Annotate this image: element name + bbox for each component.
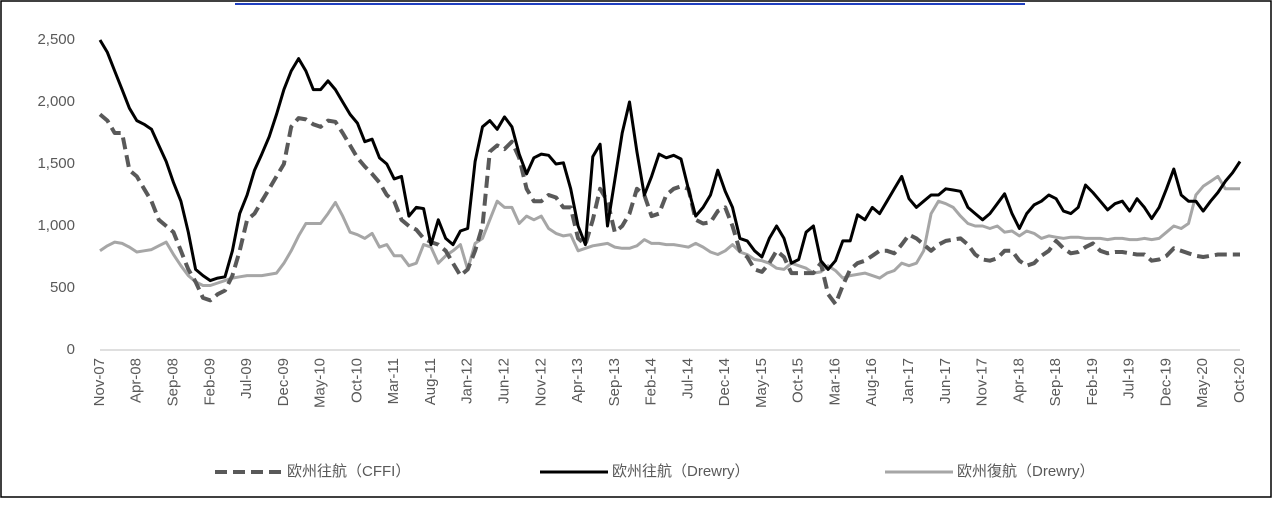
x-tick-label: Jun-12 — [495, 358, 512, 404]
legend-label: 欧州往航（CFFI） — [287, 463, 410, 480]
x-tick-label: Sep-13 — [606, 358, 623, 406]
y-tick-label: 1,000 — [37, 217, 75, 234]
y-tick-label: 500 — [50, 279, 75, 296]
y-tick-label: 2,500 — [37, 31, 75, 48]
x-tick-label: Jul-14 — [679, 358, 696, 399]
x-tick-label: Jun-17 — [937, 358, 954, 404]
x-tick-label: Dec-14 — [716, 358, 733, 406]
x-tick-label: Nov-07 — [91, 358, 108, 406]
x-tick-label: Apr-18 — [1010, 358, 1027, 403]
y-tick-label: 1,500 — [37, 155, 75, 172]
y-tick-label: 2,000 — [37, 93, 75, 110]
x-tick-label: May-10 — [312, 358, 329, 408]
x-tick-label: Apr-08 — [128, 358, 145, 403]
x-tick-label: Feb-14 — [643, 358, 660, 406]
x-tick-label: Sep-08 — [165, 358, 182, 406]
x-tick-label: Sep-18 — [1047, 358, 1064, 406]
y-tick-label: 0 — [67, 341, 75, 358]
x-tick-label: Mar-11 — [385, 358, 402, 404]
x-tick-label: Feb-09 — [201, 358, 218, 406]
x-tick-label: Apr-13 — [569, 358, 586, 403]
x-tick-label: Nov-12 — [532, 358, 549, 406]
x-tick-label: Jan-17 — [900, 358, 917, 404]
x-tick-label: Jan-12 — [459, 358, 476, 404]
x-tick-label: Jul-19 — [1121, 358, 1138, 399]
series-line — [99, 174, 1240, 287]
series-line — [98, 39, 1242, 283]
x-tick-label: May-15 — [753, 358, 770, 408]
x-tick-label: May-20 — [1194, 358, 1211, 408]
x-tick-label: Aug-11 — [422, 358, 439, 405]
x-tick-label: Feb-19 — [1084, 358, 1101, 406]
x-tick-label: Oct-10 — [348, 358, 365, 403]
x-tick-label: Dec-19 — [1157, 358, 1174, 406]
x-tick-label: Jul-09 — [238, 358, 255, 399]
x-tick-label: Mar-16 — [826, 358, 843, 406]
legend-label: 欧州復航（Drewry） — [957, 463, 1095, 480]
series-line — [98, 112, 1240, 307]
x-tick-label: Aug-16 — [863, 358, 880, 406]
x-tick-label: Oct-15 — [790, 358, 807, 403]
legend-label: 欧州往航（Drewry） — [612, 463, 750, 480]
x-tick-label: Nov-17 — [974, 358, 991, 406]
x-tick-label: Oct-20 — [1231, 358, 1248, 403]
x-tick-label: Dec-09 — [275, 358, 292, 406]
